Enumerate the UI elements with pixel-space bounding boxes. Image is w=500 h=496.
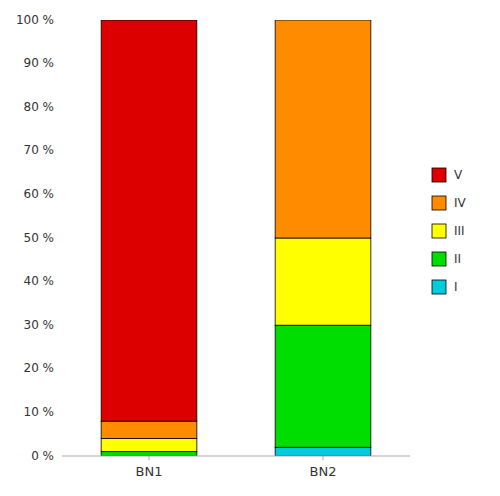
bar-segment bbox=[101, 439, 197, 452]
legend-label: V bbox=[454, 168, 463, 182]
legend-label: II bbox=[454, 252, 461, 266]
legend-swatch bbox=[432, 168, 446, 182]
legend-swatch bbox=[432, 196, 446, 210]
bar-segment bbox=[101, 421, 197, 438]
y-tick-label: 70 % bbox=[24, 143, 55, 157]
bar-segment bbox=[101, 20, 197, 421]
x-tick bbox=[323, 456, 324, 460]
y-tick-label: 60 % bbox=[24, 187, 55, 201]
y-tick-label: 10 % bbox=[24, 405, 55, 419]
bar-segment bbox=[275, 447, 371, 456]
bar-segment bbox=[275, 238, 371, 325]
legend: VIVIIIIII bbox=[432, 168, 467, 295]
legend-swatch bbox=[432, 252, 446, 266]
bar-segment bbox=[275, 20, 371, 238]
bar-segment bbox=[275, 20, 371, 21]
y-tick-label: 90 % bbox=[24, 56, 55, 70]
legend-label: IV bbox=[454, 196, 467, 210]
legend-label: III bbox=[454, 224, 465, 238]
x-tick-label: BN1 bbox=[136, 464, 163, 479]
bar-segment bbox=[275, 325, 371, 447]
bars bbox=[101, 20, 371, 456]
x-tick bbox=[149, 456, 150, 460]
y-tick-label: 20 % bbox=[24, 361, 55, 375]
y-tick-label: 50 % bbox=[24, 231, 55, 245]
y-tick-label: 40 % bbox=[24, 274, 55, 288]
legend-label: I bbox=[454, 280, 458, 294]
chart-container: 0 % 10 % 20 % 30 % 40 % 50 % 60 % 70 % 80 % 90 % 1… bbox=[0, 0, 500, 496]
bar-segment bbox=[101, 452, 197, 456]
chart: 0 % 10 % 20 % 30 % 40 % 50 % 60 % 70 % 80 % 90 % 1… bbox=[0, 0, 500, 496]
legend-swatch bbox=[432, 280, 446, 294]
legend-swatch bbox=[432, 224, 446, 238]
x-tick-label: BN2 bbox=[310, 464, 337, 479]
y-tick-label: 80 % bbox=[24, 100, 55, 114]
y-tick-label: 0 % bbox=[31, 449, 54, 463]
x-axis-line bbox=[62, 456, 410, 457]
y-tick-label: 100 % bbox=[16, 13, 54, 27]
y-tick-label: 30 % bbox=[24, 318, 55, 332]
